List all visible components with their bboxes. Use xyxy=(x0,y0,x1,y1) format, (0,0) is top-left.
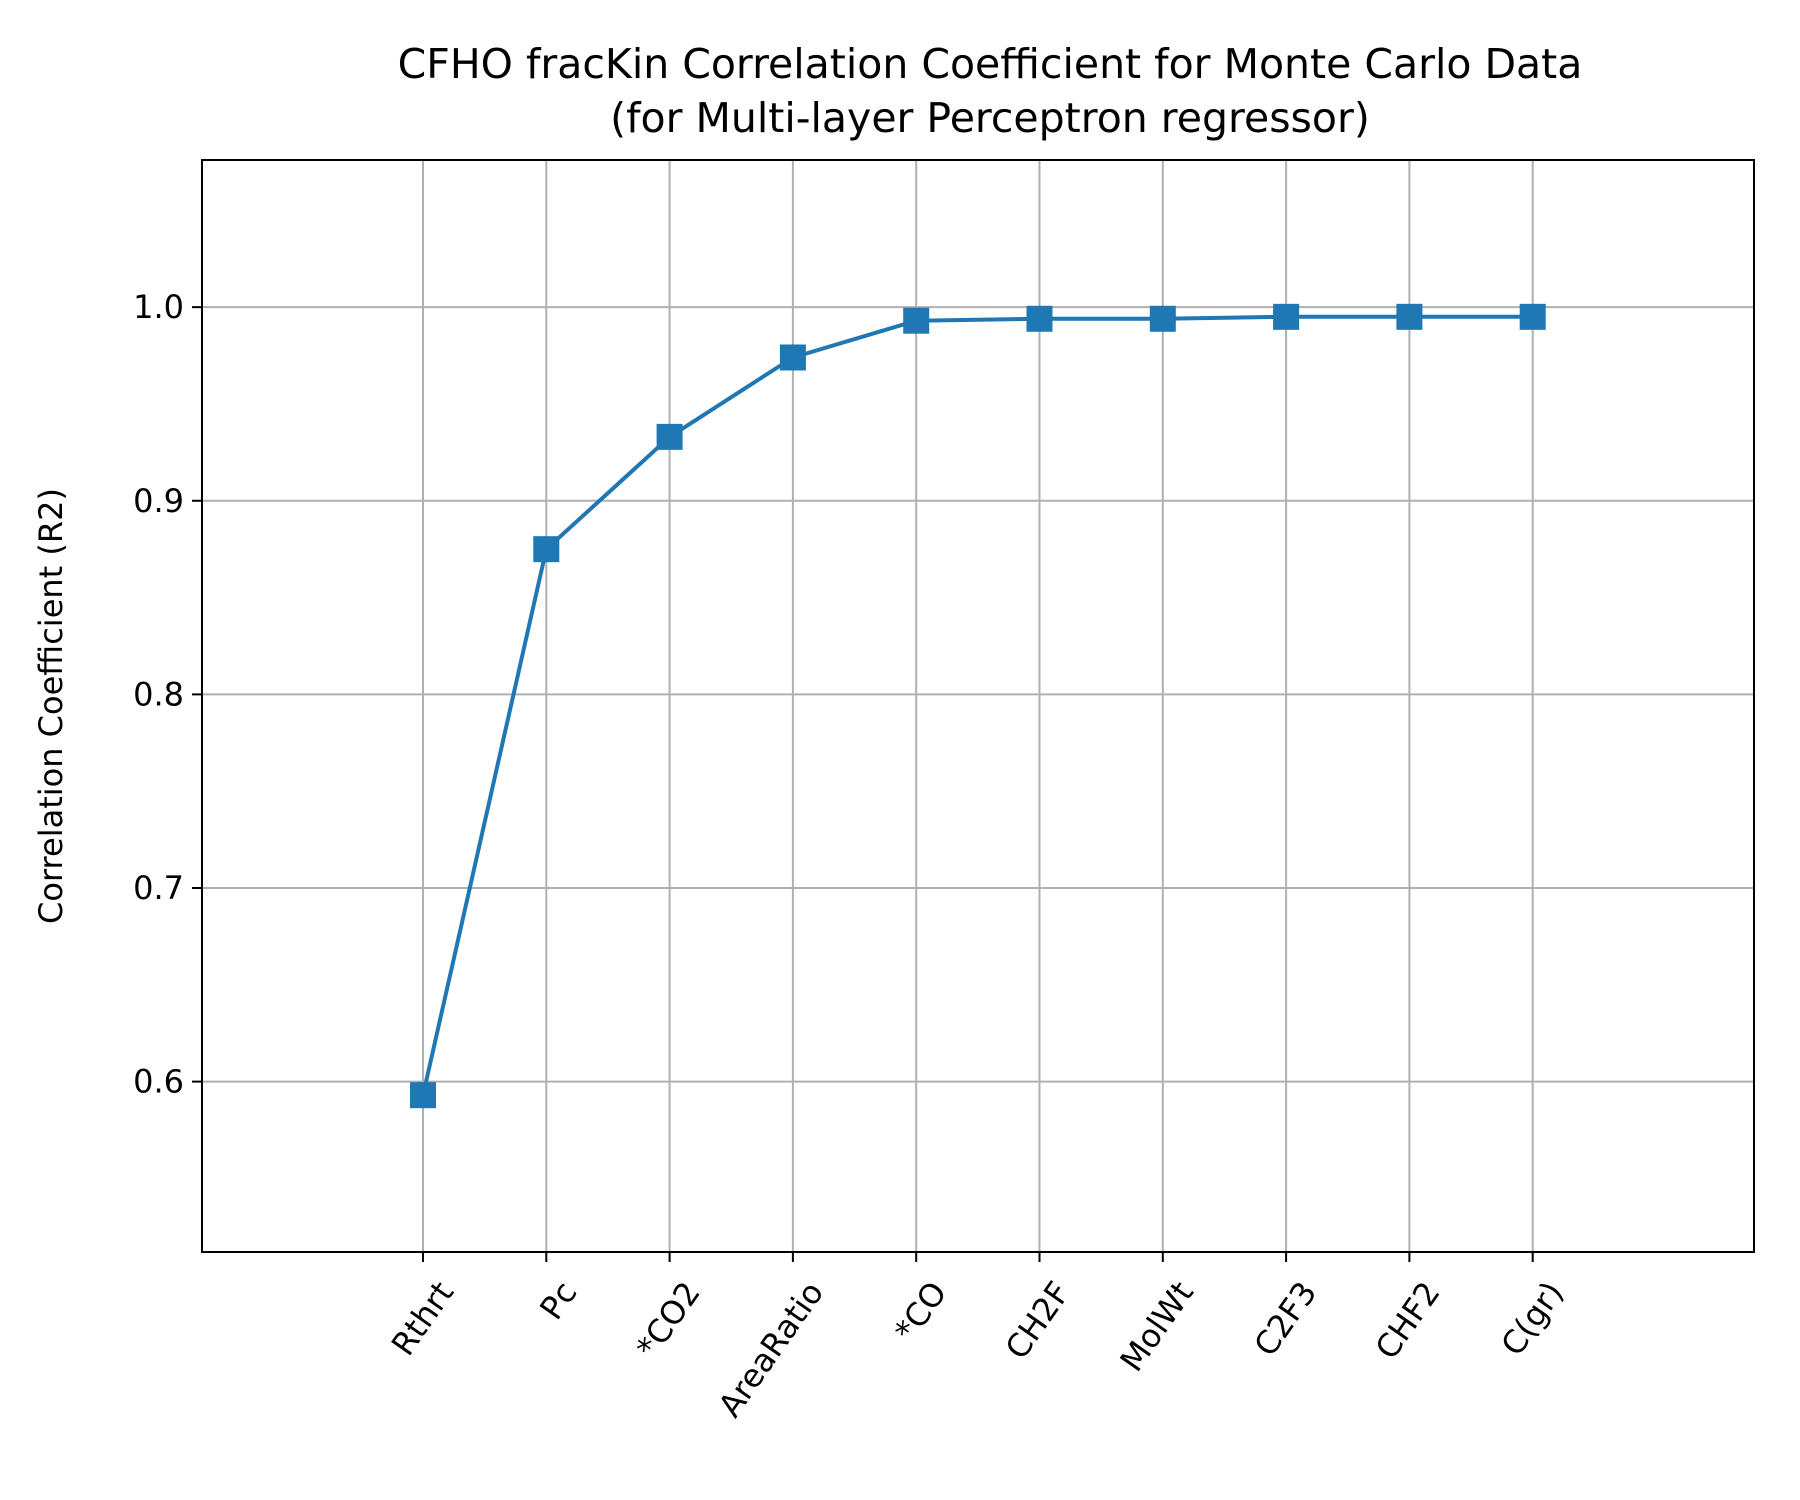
plot-frame xyxy=(201,159,1755,1253)
data-point-chf2 xyxy=(1396,303,1423,330)
y-axis-label: Correlation Coefficient (R2) xyxy=(32,488,70,924)
y-tick-label: 0.8 xyxy=(133,675,184,713)
y-axis-ticks: 0.6 0.7 0.8 0.9 1.0 xyxy=(133,288,202,1101)
data-point-pc xyxy=(533,536,560,563)
y-tick-label: 0.7 xyxy=(133,869,184,907)
data-point-co xyxy=(903,307,930,334)
chart-title: CFHO fracKin Correlation Coefficient for… xyxy=(398,40,1583,88)
grid xyxy=(202,160,1754,1252)
y-tick-label: 0.9 xyxy=(133,482,184,520)
chart-subtitle: (for Multi-layer Perceptron regressor) xyxy=(610,94,1370,142)
data-point-cgr xyxy=(1519,303,1546,330)
data-point-c2f3 xyxy=(1273,303,1300,330)
y-tick-label: 1.0 xyxy=(133,288,184,326)
series-line xyxy=(421,314,1535,1098)
data-point-ch2f xyxy=(1026,305,1053,332)
y-tick-label: 0.6 xyxy=(133,1063,184,1101)
data-point-co2 xyxy=(656,423,683,450)
data-point-arearatio xyxy=(779,344,806,371)
data-point-rthrt xyxy=(410,1082,436,1109)
series-line-layer xyxy=(421,314,1535,1098)
data-markers xyxy=(410,303,1546,1109)
data-point-molwt xyxy=(1149,305,1176,332)
